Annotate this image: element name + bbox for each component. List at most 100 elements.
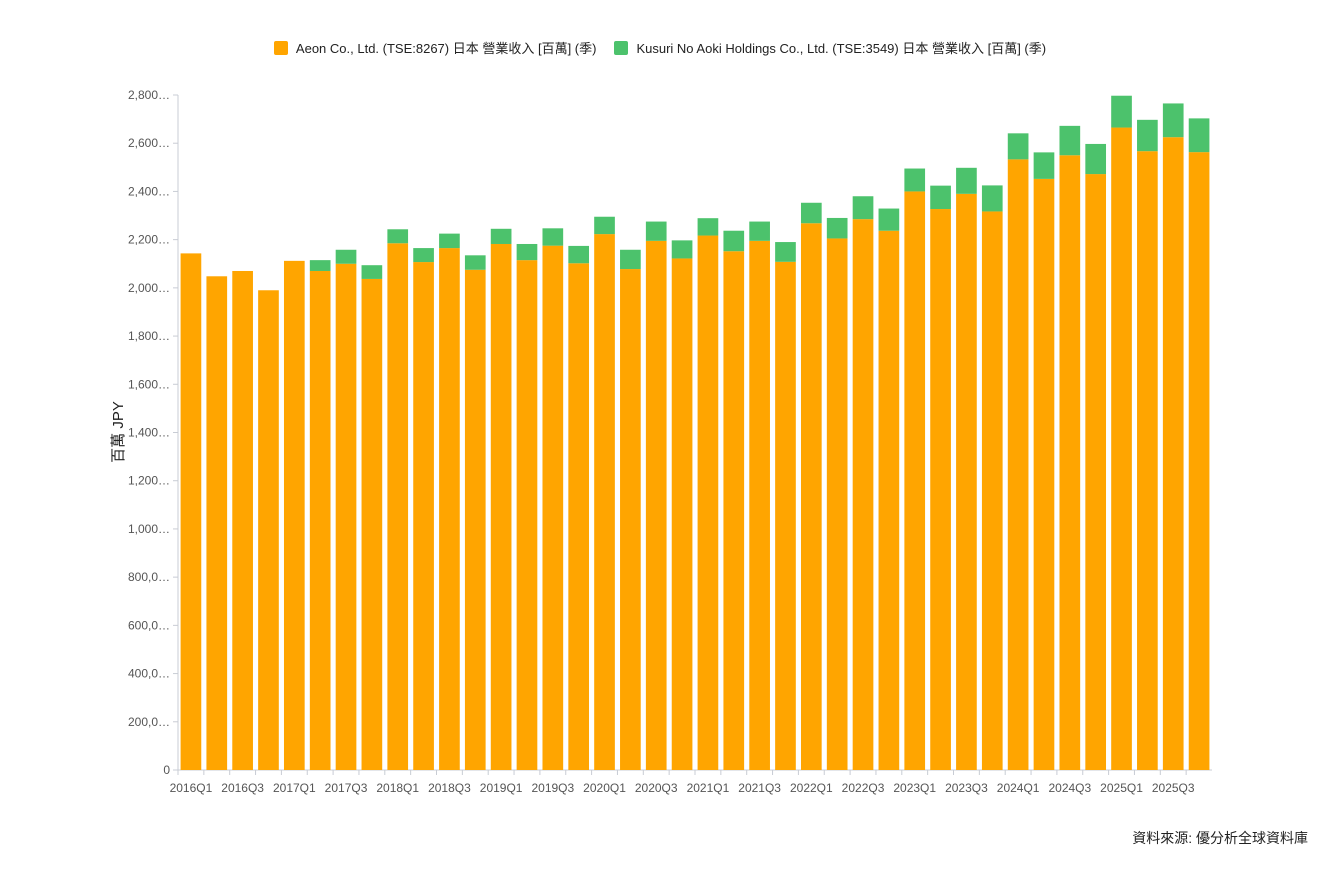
bar-kusuri-2020Q2 [620,249,641,270]
bar-aeon-2019Q1 [490,243,512,770]
legend-label-kusuri: Kusuri No Aoki Holdings Co., Ltd. (TSE:3… [636,41,1047,56]
bar-aeon-2017Q1 [283,260,305,770]
legend-item-aeon[interactable]: Aeon Co., Ltd. (TSE:8267) 日本 營業收入 [百萬] (… [273,38,596,57]
bar-kusuri-2023Q3 [956,167,977,194]
x-tick-label: 2024Q1 [997,781,1040,795]
bar-aeon-2023Q2 [930,209,951,770]
bar-aeon-2018Q3 [439,248,460,771]
x-tick-label: 2020Q3 [635,781,678,795]
bar-aeon-2019Q3 [542,245,564,770]
bar-aeon-2017Q2 [309,270,331,770]
bar-aeon-2021Q3 [749,240,770,771]
bar-aeon-2022Q3 [852,219,874,770]
bar-aeon-2024Q1 [1007,159,1029,770]
bar-kusuri-2018Q1 [387,229,409,244]
y-tick-label: 2,400… [128,184,170,198]
bar-kusuri-2021Q1 [697,218,719,236]
x-tick-label: 2016Q3 [221,781,264,795]
y-tick-label: 800,0… [128,570,170,584]
bar-kusuri-2023Q1 [904,168,926,192]
y-tick-label: 2,600… [128,136,170,150]
bar-aeon-2019Q2 [516,260,538,770]
source-note: 資料來源: 優分析全球資料庫 [1132,830,1308,846]
bar-kusuri-2020Q1 [594,216,615,235]
x-tick-label: 2024Q3 [1048,781,1091,795]
bar-kusuri-2017Q3 [335,249,357,264]
x-tick-label: 2018Q3 [428,781,471,795]
bar-kusuri-2020Q3 [645,221,667,241]
legend-item-kusuri[interactable]: Kusuri No Aoki Holdings Co., Ltd. (TSE:3… [614,38,1046,57]
x-tick-label: 2017Q1 [273,781,316,795]
y-tick-label: 0 [163,763,170,777]
bar-aeon-2019Q4 [568,263,590,770]
bar-kusuri-2018Q4 [464,255,486,270]
bar-kusuri-2024Q3 [1059,125,1081,156]
bar-kusuri-2024Q4 [1085,143,1107,175]
y-tick-label: 2,800… [128,88,170,102]
y-tick-label: 400,0… [128,667,170,681]
bar-aeon-2017Q3 [335,263,357,770]
bar-kusuri-2024Q1 [1007,133,1029,160]
x-tick-label: 2017Q3 [325,781,368,795]
bar-aeon-2020Q2 [620,269,641,770]
bar-aeon-2025Q2 [1137,151,1158,770]
x-tick-label: 2023Q3 [945,781,988,795]
y-tick-label: 1,800… [128,329,170,343]
bar-aeon-2021Q4 [775,261,796,770]
bar-kusuri-2018Q2 [413,248,434,263]
bar-kusuri-2021Q2 [723,230,745,252]
bar-aeon-2020Q1 [594,234,615,771]
bar-kusuri-2019Q3 [542,228,564,246]
bar-kusuri-2021Q4 [775,242,796,262]
y-tick-label: 2,000… [128,281,170,295]
x-tick-label: 2025Q1 [1100,781,1143,795]
bar-aeon-2025Q1 [1111,127,1132,771]
bar-aeon-2021Q2 [723,251,745,770]
bar-aeon-2020Q3 [645,240,667,771]
bar-aeon-2025Q4 [1188,152,1210,771]
x-tick-label: 2021Q3 [738,781,781,795]
bar-aeon-2023Q1 [904,191,926,770]
bar-aeon-2018Q4 [464,269,486,770]
bar-kusuri-2020Q4 [671,240,693,259]
y-tick-label: 2,200… [128,233,170,247]
bar-kusuri-2018Q3 [439,233,460,249]
bar-kusuri-2022Q2 [826,217,848,239]
bar-kusuri-2017Q2 [309,260,331,271]
x-tick-label: 2020Q1 [583,781,626,795]
legend-swatch-kusuri [614,40,629,55]
y-axis-title: 百萬 JPY [110,401,127,463]
bar-kusuri-2022Q4 [878,208,900,231]
bar-aeon-2016Q4 [258,290,279,770]
bar-aeon-2025Q3 [1162,137,1184,770]
bar-aeon-2023Q4 [981,211,1003,770]
x-tick-label: 2019Q3 [531,781,574,795]
bar-aeon-2020Q4 [671,258,693,770]
bar-aeon-2018Q1 [387,243,409,771]
x-tick-label: 2021Q1 [687,781,730,795]
y-tick-label: 1,600… [128,377,170,391]
x-tick-label: 2016Q1 [170,781,213,795]
bar-aeon-2021Q1 [697,235,719,770]
x-tick-label: 2022Q1 [790,781,833,795]
legend-swatch-aeon [273,40,288,55]
chart-legend: Aeon Co., Ltd. (TSE:8267) 日本 營業收入 [百萬] (… [0,38,1320,57]
bar-aeon-2022Q1 [800,223,822,770]
bar-kusuri-2023Q2 [930,185,951,210]
bar-kusuri-2019Q4 [568,245,590,264]
x-tick-label: 2023Q1 [893,781,936,795]
y-tick-label: 200,0… [128,715,170,729]
bar-kusuri-2021Q3 [749,221,770,241]
bar-aeon-2017Q4 [361,278,383,770]
x-tick-label: 2018Q1 [376,781,419,795]
x-tick-label: 2025Q3 [1152,781,1195,795]
y-tick-label: 1,000… [128,522,170,536]
y-tick-label: 600,0… [128,618,170,632]
bar-kusuri-2022Q3 [852,196,874,220]
bar-kusuri-2024Q2 [1033,152,1055,179]
bar-kusuri-2025Q4 [1188,118,1210,153]
bar-aeon-2016Q3 [232,270,253,770]
bar-aeon-2016Q2 [206,276,228,770]
bar-aeon-2024Q3 [1059,155,1081,771]
